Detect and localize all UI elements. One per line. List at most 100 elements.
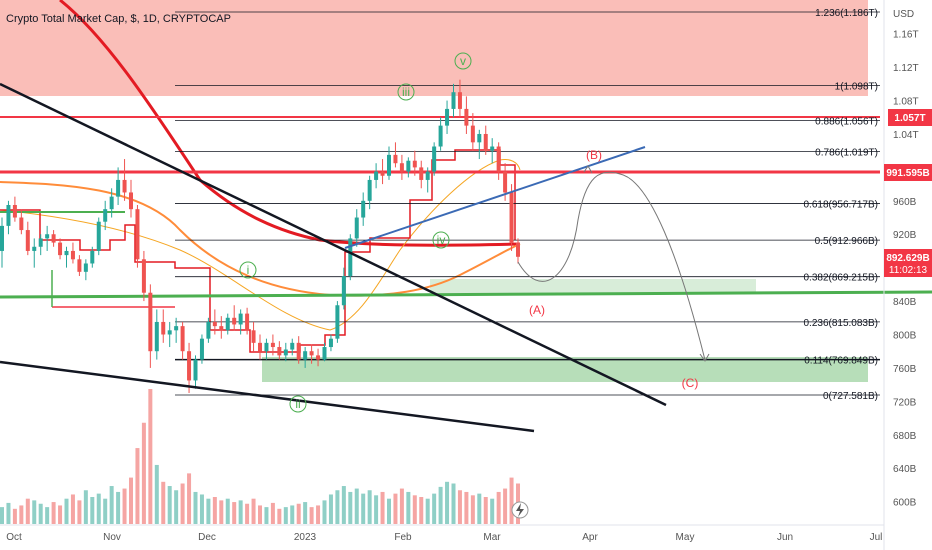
candle-body <box>103 209 108 222</box>
volume-bar <box>77 500 82 524</box>
candle-body <box>38 238 43 247</box>
candle-body <box>212 321 217 327</box>
volume-bar <box>328 494 333 524</box>
wave-circle <box>454 52 472 70</box>
price-tag-1057: 1.057T <box>888 109 932 126</box>
candle-body <box>387 154 391 176</box>
candle-body <box>393 154 398 164</box>
volume-bar <box>245 503 250 524</box>
candle-body <box>264 342 269 352</box>
candle-body <box>457 92 462 109</box>
price-tag-current-countdown: 11:02:13 <box>889 265 928 276</box>
lightning-icon[interactable] <box>511 501 529 519</box>
candle-body <box>70 250 75 260</box>
fib-label: 0.618(956.717B) <box>803 200 878 211</box>
candle-body <box>116 179 121 197</box>
volume-bar <box>212 497 217 524</box>
volume-bar <box>367 490 372 524</box>
x-tick-label: Nov <box>103 532 121 543</box>
fib-label: 0.5(912.966B) <box>815 236 878 247</box>
volume-bar <box>419 497 424 524</box>
volume-bar <box>303 502 308 524</box>
candle-body <box>335 305 340 339</box>
projection-arrow-b <box>583 165 593 174</box>
volume-bar <box>225 498 230 524</box>
wave-circle <box>289 395 307 413</box>
volume-bar <box>187 473 192 524</box>
y-tick-label: 920B <box>893 230 917 241</box>
candle-body <box>270 342 275 348</box>
volume-bar <box>457 490 462 524</box>
volume-bar <box>341 486 346 524</box>
volume-bar <box>12 508 17 524</box>
y-tick-label: 840B <box>893 297 917 308</box>
volume-bar <box>406 491 411 524</box>
time-axis: Oct Nov Dec 2023 Feb Mar Apr May Jun Jul <box>0 524 884 543</box>
volume-bar <box>380 491 385 524</box>
candle-body <box>0 225 4 251</box>
ma-orange <box>0 181 521 297</box>
volume-bar <box>193 491 198 524</box>
ma-red-thick <box>59 0 521 247</box>
candle-body <box>109 196 114 210</box>
x-tick-label: 2023 <box>294 532 317 543</box>
volume-bar <box>451 483 456 524</box>
volume-bar <box>316 505 321 524</box>
volume-bar <box>412 495 417 524</box>
y-tick-label: 960B <box>893 197 917 208</box>
price-tag-current: 892.629B 11:02:13 <box>884 249 932 277</box>
volume-bar <box>374 495 379 524</box>
fib-label: 0.786(1.019T) <box>815 148 878 159</box>
wave-circle <box>432 231 450 249</box>
candle-body <box>193 359 198 381</box>
support-zone-upper <box>430 279 756 293</box>
volume-bar <box>129 477 133 524</box>
volume-bar <box>32 500 37 524</box>
candle-body <box>245 313 250 331</box>
y-tick-label: 680B <box>893 431 917 442</box>
candle-body <box>348 238 353 277</box>
candle-body <box>419 167 424 180</box>
candle-body <box>432 146 437 172</box>
candle-body <box>303 351 308 360</box>
x-tick-label: Mar <box>483 532 501 543</box>
candle-body <box>206 321 211 339</box>
fib-label: 0.382(869.215B) <box>803 273 878 284</box>
candle-body <box>199 338 204 360</box>
candle-body <box>90 250 95 264</box>
y-tick-label: 720B <box>893 397 917 408</box>
volume-bar <box>19 505 24 524</box>
volume-bar <box>503 488 508 524</box>
price-tag-current-label: 892.629B <box>886 253 929 264</box>
volume-bar <box>38 503 43 524</box>
candle-body <box>161 321 166 335</box>
ma-orange-thin <box>0 159 521 331</box>
candle-body <box>19 217 24 231</box>
volume-bar <box>0 507 4 524</box>
y-tick-label: 600B <box>893 498 917 509</box>
y-tick-label: 640B <box>893 464 917 475</box>
candle-body <box>129 192 133 210</box>
volume-bar <box>45 507 50 524</box>
volume-bar <box>167 486 172 524</box>
candle-body <box>406 160 411 172</box>
candle-body <box>367 179 372 201</box>
volume-bar <box>496 491 501 524</box>
wave-label: i <box>247 263 250 277</box>
volume-bar <box>438 486 443 524</box>
candle-body <box>483 133 488 151</box>
volume-bar <box>264 507 269 524</box>
candle-body <box>374 171 379 180</box>
y-tick-label: 760B <box>893 364 917 375</box>
candle-body <box>283 349 288 356</box>
indicators <box>0 0 932 353</box>
candle-body <box>232 317 237 325</box>
volume-bar <box>393 493 398 524</box>
currency-label: USD <box>893 9 914 20</box>
x-tick-label: Jul <box>870 532 883 543</box>
trendlines <box>0 82 667 433</box>
volume-bar <box>122 488 127 524</box>
volume-bar <box>116 491 121 524</box>
volume-bar <box>51 502 56 524</box>
candle-body <box>328 338 333 348</box>
